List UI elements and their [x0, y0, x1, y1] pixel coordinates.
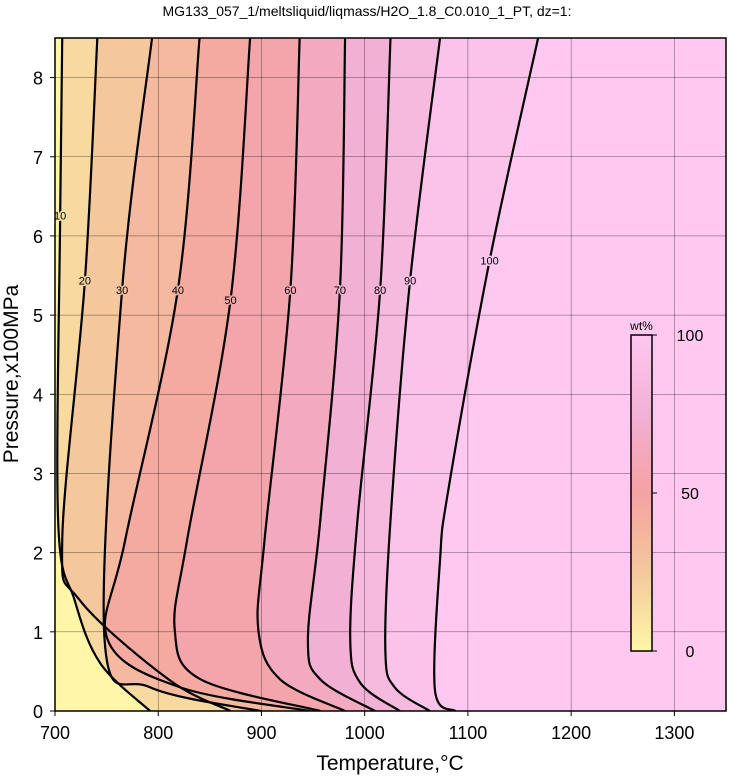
x-tick-label: 1300 [654, 723, 694, 743]
contour-line [349, 38, 401, 711]
contour-label: 70 [334, 285, 346, 297]
y-tick-label: 3 [33, 464, 43, 484]
y-tick-label: 6 [33, 227, 43, 247]
contour-fill [434, 38, 726, 711]
x-tick-label: 900 [246, 723, 276, 743]
contour-label: 90 [404, 275, 416, 287]
contour-label: 50 [224, 295, 236, 307]
y-tick-label: 5 [33, 306, 43, 326]
chart-title: MG133_057_1/meltsliquid/liqmass/H2O_1.8_… [163, 3, 572, 19]
colorbar-tick-label: 50 [681, 486, 699, 503]
contour-line [173, 38, 321, 711]
contour-line [256, 38, 346, 711]
x-tick-label: 800 [143, 723, 173, 743]
y-tick-label: 7 [33, 148, 43, 168]
plot-frame [54, 37, 727, 712]
x-tick-label: 1200 [551, 723, 591, 743]
colorbar-tick-label: 100 [677, 328, 704, 345]
contour-label: 60 [284, 285, 296, 297]
colorbar-label: wt% [629, 319, 653, 333]
contour-line [56, 38, 151, 711]
y-tick-label: 2 [33, 544, 43, 564]
colorbar [630, 334, 653, 652]
x-tick-label: 700 [40, 723, 70, 743]
overlay: 700 800 900 1000 1100 1200 1300 0 1 2 3 4 5 6 7 8 wt% 0 50… [33, 37, 727, 743]
contour-label: 20 [79, 275, 91, 287]
contour-label: 100 [480, 255, 498, 267]
x-tick-label: 1000 [345, 723, 385, 743]
contour-line [102, 38, 261, 711]
plot-area: 10 20 30 40 50 60 70 80 90 100 [54, 38, 726, 711]
contour-label: 80 [374, 285, 386, 297]
y-tick-label: 4 [33, 385, 43, 405]
y-axis-label: Pressure,x100MPa [0, 284, 23, 463]
x-tick-label: 1100 [449, 723, 488, 743]
contour-line [384, 38, 442, 711]
y-tick-label: 1 [33, 623, 43, 643]
contour-line [306, 38, 376, 711]
y-tick-label: 8 [33, 69, 43, 89]
contour-label: 10 [54, 210, 66, 222]
y-tick-label: 0 [33, 702, 43, 722]
contour-line [60, 38, 231, 711]
colorbar-tick-label: 0 [686, 644, 695, 661]
contour-label: 40 [172, 285, 184, 297]
x-axis-label: Temperature,°C [316, 752, 463, 775]
contour-label: 30 [116, 285, 128, 297]
contour-line [433, 38, 540, 711]
contour-line [103, 38, 311, 711]
